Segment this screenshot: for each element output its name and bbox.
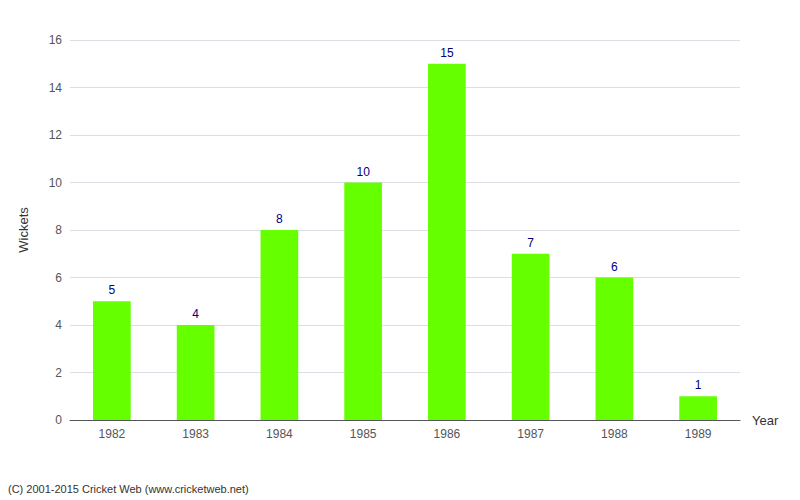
svg-text:1989: 1989: [685, 427, 712, 441]
svg-text:12: 12: [49, 128, 63, 142]
svg-text:1987: 1987: [517, 427, 544, 441]
svg-text:1: 1: [695, 378, 702, 392]
svg-text:0: 0: [55, 413, 62, 427]
svg-text:1984: 1984: [266, 427, 293, 441]
svg-text:7: 7: [527, 236, 534, 250]
svg-text:5: 5: [109, 283, 116, 297]
svg-text:1986: 1986: [434, 427, 461, 441]
svg-text:6: 6: [55, 271, 62, 285]
svg-text:1982: 1982: [99, 427, 126, 441]
svg-text:10: 10: [49, 176, 63, 190]
svg-text:8: 8: [276, 212, 283, 226]
svg-text:1985: 1985: [350, 427, 377, 441]
svg-text:4: 4: [55, 318, 62, 332]
svg-text:2: 2: [55, 366, 62, 380]
svg-text:4: 4: [192, 307, 199, 321]
svg-text:10: 10: [356, 165, 370, 179]
svg-text:Year: Year: [752, 413, 779, 428]
svg-text:8: 8: [55, 223, 62, 237]
svg-text:1983: 1983: [182, 427, 209, 441]
svg-text:(C) 2001-2015 Cricket Web (www: (C) 2001-2015 Cricket Web (www.cricketwe…: [8, 483, 249, 495]
svg-text:14: 14: [49, 81, 63, 95]
svg-text:16: 16: [49, 33, 63, 47]
svg-text:1988: 1988: [601, 427, 628, 441]
svg-text:15: 15: [440, 46, 454, 60]
svg-text:6: 6: [611, 260, 618, 274]
svg-text:Wickets: Wickets: [16, 207, 31, 253]
